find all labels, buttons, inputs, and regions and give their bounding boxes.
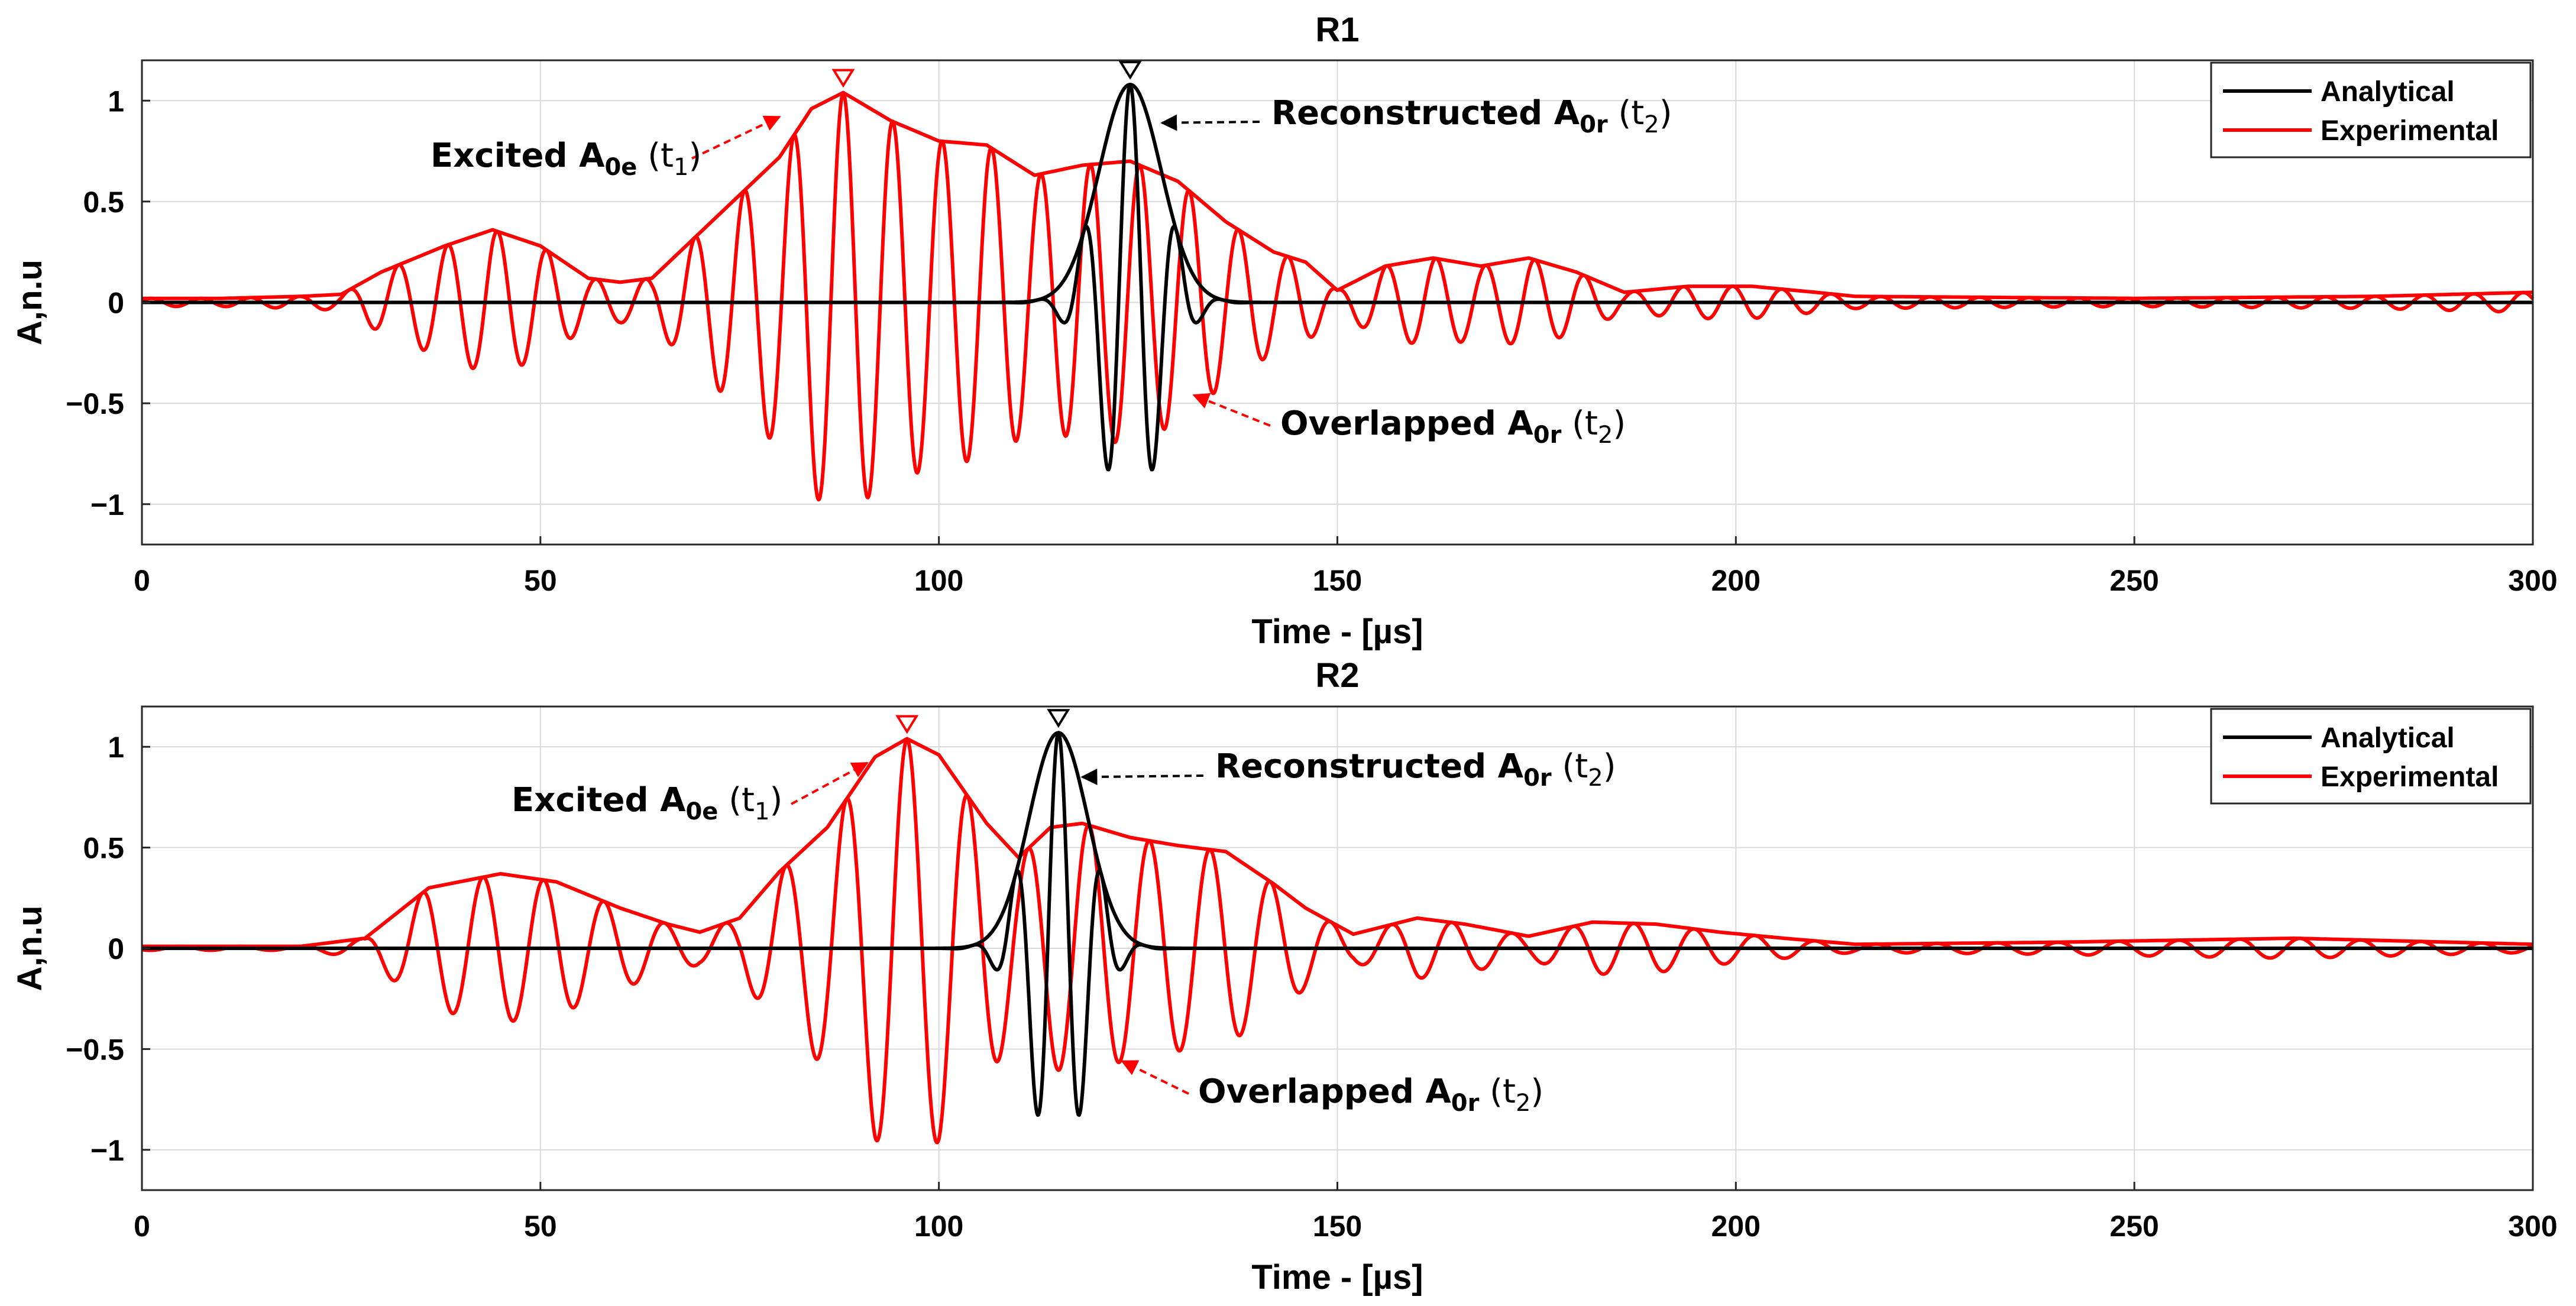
y-tick-label: 0.5 xyxy=(83,832,124,865)
y-tick-label: 1 xyxy=(108,85,124,118)
y-axis-title: A,n.u xyxy=(11,260,49,345)
experimental-envelope xyxy=(142,737,2533,948)
annotation: Excited A0e (t1) xyxy=(431,115,781,181)
annotation-arrow xyxy=(1160,114,1260,131)
legend-label-analytical: Analytical xyxy=(2321,722,2455,754)
x-tick-label: 250 xyxy=(2109,564,2158,597)
annotation-label: Overlapped A0r (t2) xyxy=(1198,1072,1543,1117)
analytical-peak-marker xyxy=(1118,60,1142,80)
x-tick-label: 100 xyxy=(914,564,963,597)
annotation-label: Excited A0e (t1) xyxy=(431,137,701,181)
x-tick-label: 50 xyxy=(524,564,557,597)
annotation-label: Reconstructed A0r (t2) xyxy=(1271,94,1672,138)
y-axis-title: A,n.u xyxy=(11,906,49,991)
legend: Analytical Experimental xyxy=(2210,61,2532,158)
y-tick-label: −0.5 xyxy=(66,1033,124,1066)
annotation: Reconstructed A0r (t2) xyxy=(1160,94,1672,138)
x-tick-label: 50 xyxy=(524,1210,557,1243)
y-tick-label: 1 xyxy=(108,731,124,764)
plot-title: R1 xyxy=(1315,11,1359,49)
legend: Analytical Experimental xyxy=(2210,708,2532,805)
x-tick-label: 0 xyxy=(134,564,150,597)
y-tick-label: 0 xyxy=(108,287,124,320)
annotation-arrow xyxy=(1121,1060,1189,1095)
legend-label-experimental: Experimental xyxy=(2321,761,2499,793)
subplot-r2: 0 50 100 150 200 250 300 1 0.5 0 −0.5 −1 R2 Time - [µ… xyxy=(11,656,2558,1297)
legend-box xyxy=(2210,61,2532,158)
y-tick-label: −0.5 xyxy=(66,387,124,420)
annotation-arrow xyxy=(791,761,869,805)
x-tick-label: 0 xyxy=(134,1210,150,1243)
experimental-envelope xyxy=(142,90,2533,300)
annotation: Overlapped A0r (t2) xyxy=(1192,393,1626,449)
legend-box xyxy=(2210,708,2532,805)
x-tick-label: 200 xyxy=(1711,564,1761,597)
annotation: Excited A0e (t1) xyxy=(512,761,869,825)
annotation-arrow xyxy=(1080,769,1204,786)
x-tick-label: 300 xyxy=(2508,564,2557,597)
legend-label-analytical: Analytical xyxy=(2321,76,2455,108)
x-tick-label: 250 xyxy=(2109,1210,2158,1243)
y-tick-label: 0.5 xyxy=(83,186,124,219)
annotation: Overlapped A0r (t2) xyxy=(1121,1060,1543,1117)
annotation-label: Overlapped A0r (t2) xyxy=(1280,404,1626,449)
annotation-label: Reconstructed A0r (t2) xyxy=(1215,747,1616,792)
annotation: Reconstructed A0r (t2) xyxy=(1080,747,1616,792)
x-tick-label: 150 xyxy=(1313,1210,1362,1243)
experimental-peak-marker xyxy=(831,69,855,88)
x-axis-title: Time - [µs] xyxy=(1251,613,1423,651)
y-tick-label: 0 xyxy=(108,932,124,965)
analytical-signal xyxy=(141,731,2534,1117)
legend-label-experimental: Experimental xyxy=(2321,115,2499,147)
analytical-signal xyxy=(141,82,2534,472)
analytical-peak-marker xyxy=(1047,709,1070,728)
plot-title: R2 xyxy=(1315,656,1359,695)
x-tick-label: 300 xyxy=(2508,1210,2557,1243)
annotation-arrow xyxy=(1192,393,1271,427)
x-tick-label: 200 xyxy=(1711,1210,1761,1243)
y-tick-label: −1 xyxy=(90,488,124,521)
annotation-label: Excited A0e (t1) xyxy=(512,781,782,825)
x-tick-label: 150 xyxy=(1313,564,1362,597)
y-tick-label: −1 xyxy=(90,1134,124,1167)
experimental-peak-marker xyxy=(895,715,919,734)
annotation-arrow xyxy=(691,115,781,160)
x-axis-title: Time - [µs] xyxy=(1251,1258,1423,1297)
x-tick-label: 100 xyxy=(914,1210,963,1243)
subplot-r1: 0 50 100 150 200 250 300 1 0.5 0 −0.5 −1 R1 Time - [µ… xyxy=(11,11,2558,651)
